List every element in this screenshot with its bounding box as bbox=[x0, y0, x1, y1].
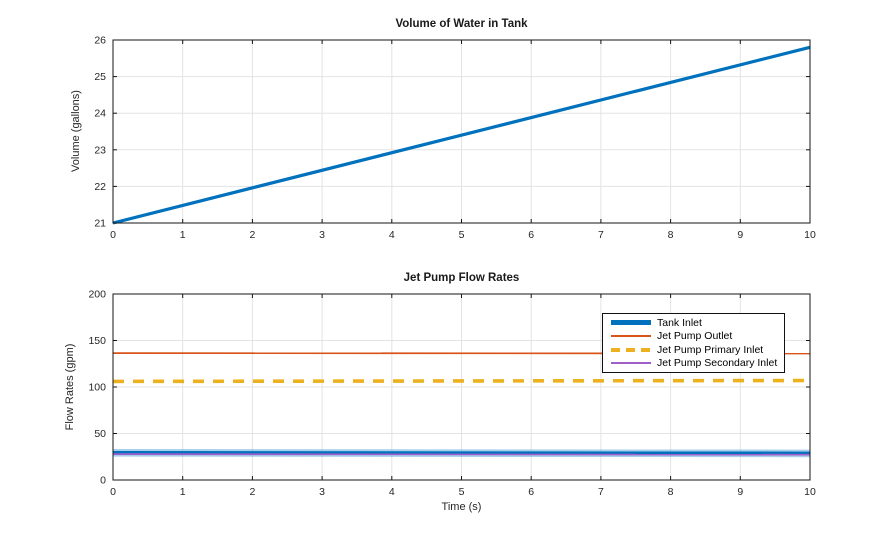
x-tick-label: 2 bbox=[249, 486, 255, 498]
x-tick-label: 2 bbox=[249, 229, 255, 241]
x-tick-label: 3 bbox=[319, 486, 325, 498]
y-tick-label: 23 bbox=[94, 144, 106, 156]
y-tick-label: 50 bbox=[94, 428, 106, 440]
x-tick-label: 8 bbox=[668, 229, 674, 241]
y-tick-label: 26 bbox=[94, 35, 106, 47]
x-tick-label: 5 bbox=[459, 486, 465, 498]
x-tick-label: 1 bbox=[180, 486, 186, 498]
x-tick-label: 4 bbox=[389, 229, 395, 241]
y-tick-label: 22 bbox=[94, 181, 106, 193]
series-line-tank-volume bbox=[112, 45, 811, 225]
legend-label: Jet Pump Secondary Inlet bbox=[657, 357, 778, 370]
y-tick-label: 200 bbox=[88, 289, 106, 301]
legend-box: Tank Inlet Jet Pump Outlet Jet Pump Prim… bbox=[602, 313, 785, 373]
series-line-tank-inlet bbox=[112, 450, 811, 456]
bottom-chart-ylabel: Flow Rates (gpm) bbox=[64, 343, 76, 431]
x-tick-label: 1 bbox=[180, 229, 186, 241]
legend-swatch-3 bbox=[611, 362, 651, 365]
y-tick-label: 25 bbox=[94, 71, 106, 83]
legend-label: Jet Pump Primary Inlet bbox=[657, 343, 764, 356]
legend-item-jet-pump-outlet: Jet Pump Outlet bbox=[603, 330, 784, 343]
y-tick-label: 150 bbox=[88, 335, 106, 347]
legend-label: Tank Inlet bbox=[657, 316, 702, 329]
y-tick-label: 21 bbox=[94, 218, 106, 230]
x-tick-label: 7 bbox=[598, 486, 604, 498]
bottom-chart-title: Jet Pump Flow Rates bbox=[403, 272, 520, 284]
bottom-chart-xlabel: Time (s) bbox=[441, 501, 482, 513]
x-tick-label: 10 bbox=[804, 486, 816, 498]
y-tick-label: 100 bbox=[88, 382, 106, 394]
x-tick-label: 6 bbox=[528, 229, 534, 241]
legend-swatch-2 bbox=[611, 347, 651, 352]
legend-swatch-0 bbox=[611, 320, 651, 326]
legend-item-tank-inlet: Tank Inlet bbox=[603, 316, 784, 329]
x-tick-label: 0 bbox=[110, 229, 116, 241]
x-tick-label: 4 bbox=[389, 486, 395, 498]
legend-label: Jet Pump Outlet bbox=[657, 330, 733, 343]
series-line-jet-pump-primary-inlet bbox=[112, 378, 811, 384]
legend-item-jet-pump-secondary-inlet: Jet Pump Secondary Inlet bbox=[603, 357, 784, 370]
legend-swatch-1 bbox=[611, 335, 651, 338]
series-line-jet-pump-secondary-inlet bbox=[112, 453, 811, 456]
x-tick-label: 10 bbox=[804, 229, 816, 241]
x-tick-label: 8 bbox=[668, 486, 674, 498]
x-tick-label: 7 bbox=[598, 229, 604, 241]
x-tick-label: 3 bbox=[319, 229, 325, 241]
x-tick-label: 6 bbox=[528, 486, 534, 498]
x-tick-label: 9 bbox=[737, 229, 743, 241]
top-chart-title: Volume of Water in Tank bbox=[395, 18, 528, 30]
x-tick-label: 0 bbox=[110, 486, 116, 498]
legend-item-jet-pump-primary-inlet: Jet Pump Primary Inlet bbox=[603, 343, 784, 356]
y-tick-label: 24 bbox=[94, 108, 106, 120]
top-chart-ylabel: Volume (gallons) bbox=[70, 90, 82, 172]
y-tick-label: 0 bbox=[100, 475, 106, 487]
x-tick-label: 5 bbox=[459, 229, 465, 241]
x-tick-label: 9 bbox=[737, 486, 743, 498]
